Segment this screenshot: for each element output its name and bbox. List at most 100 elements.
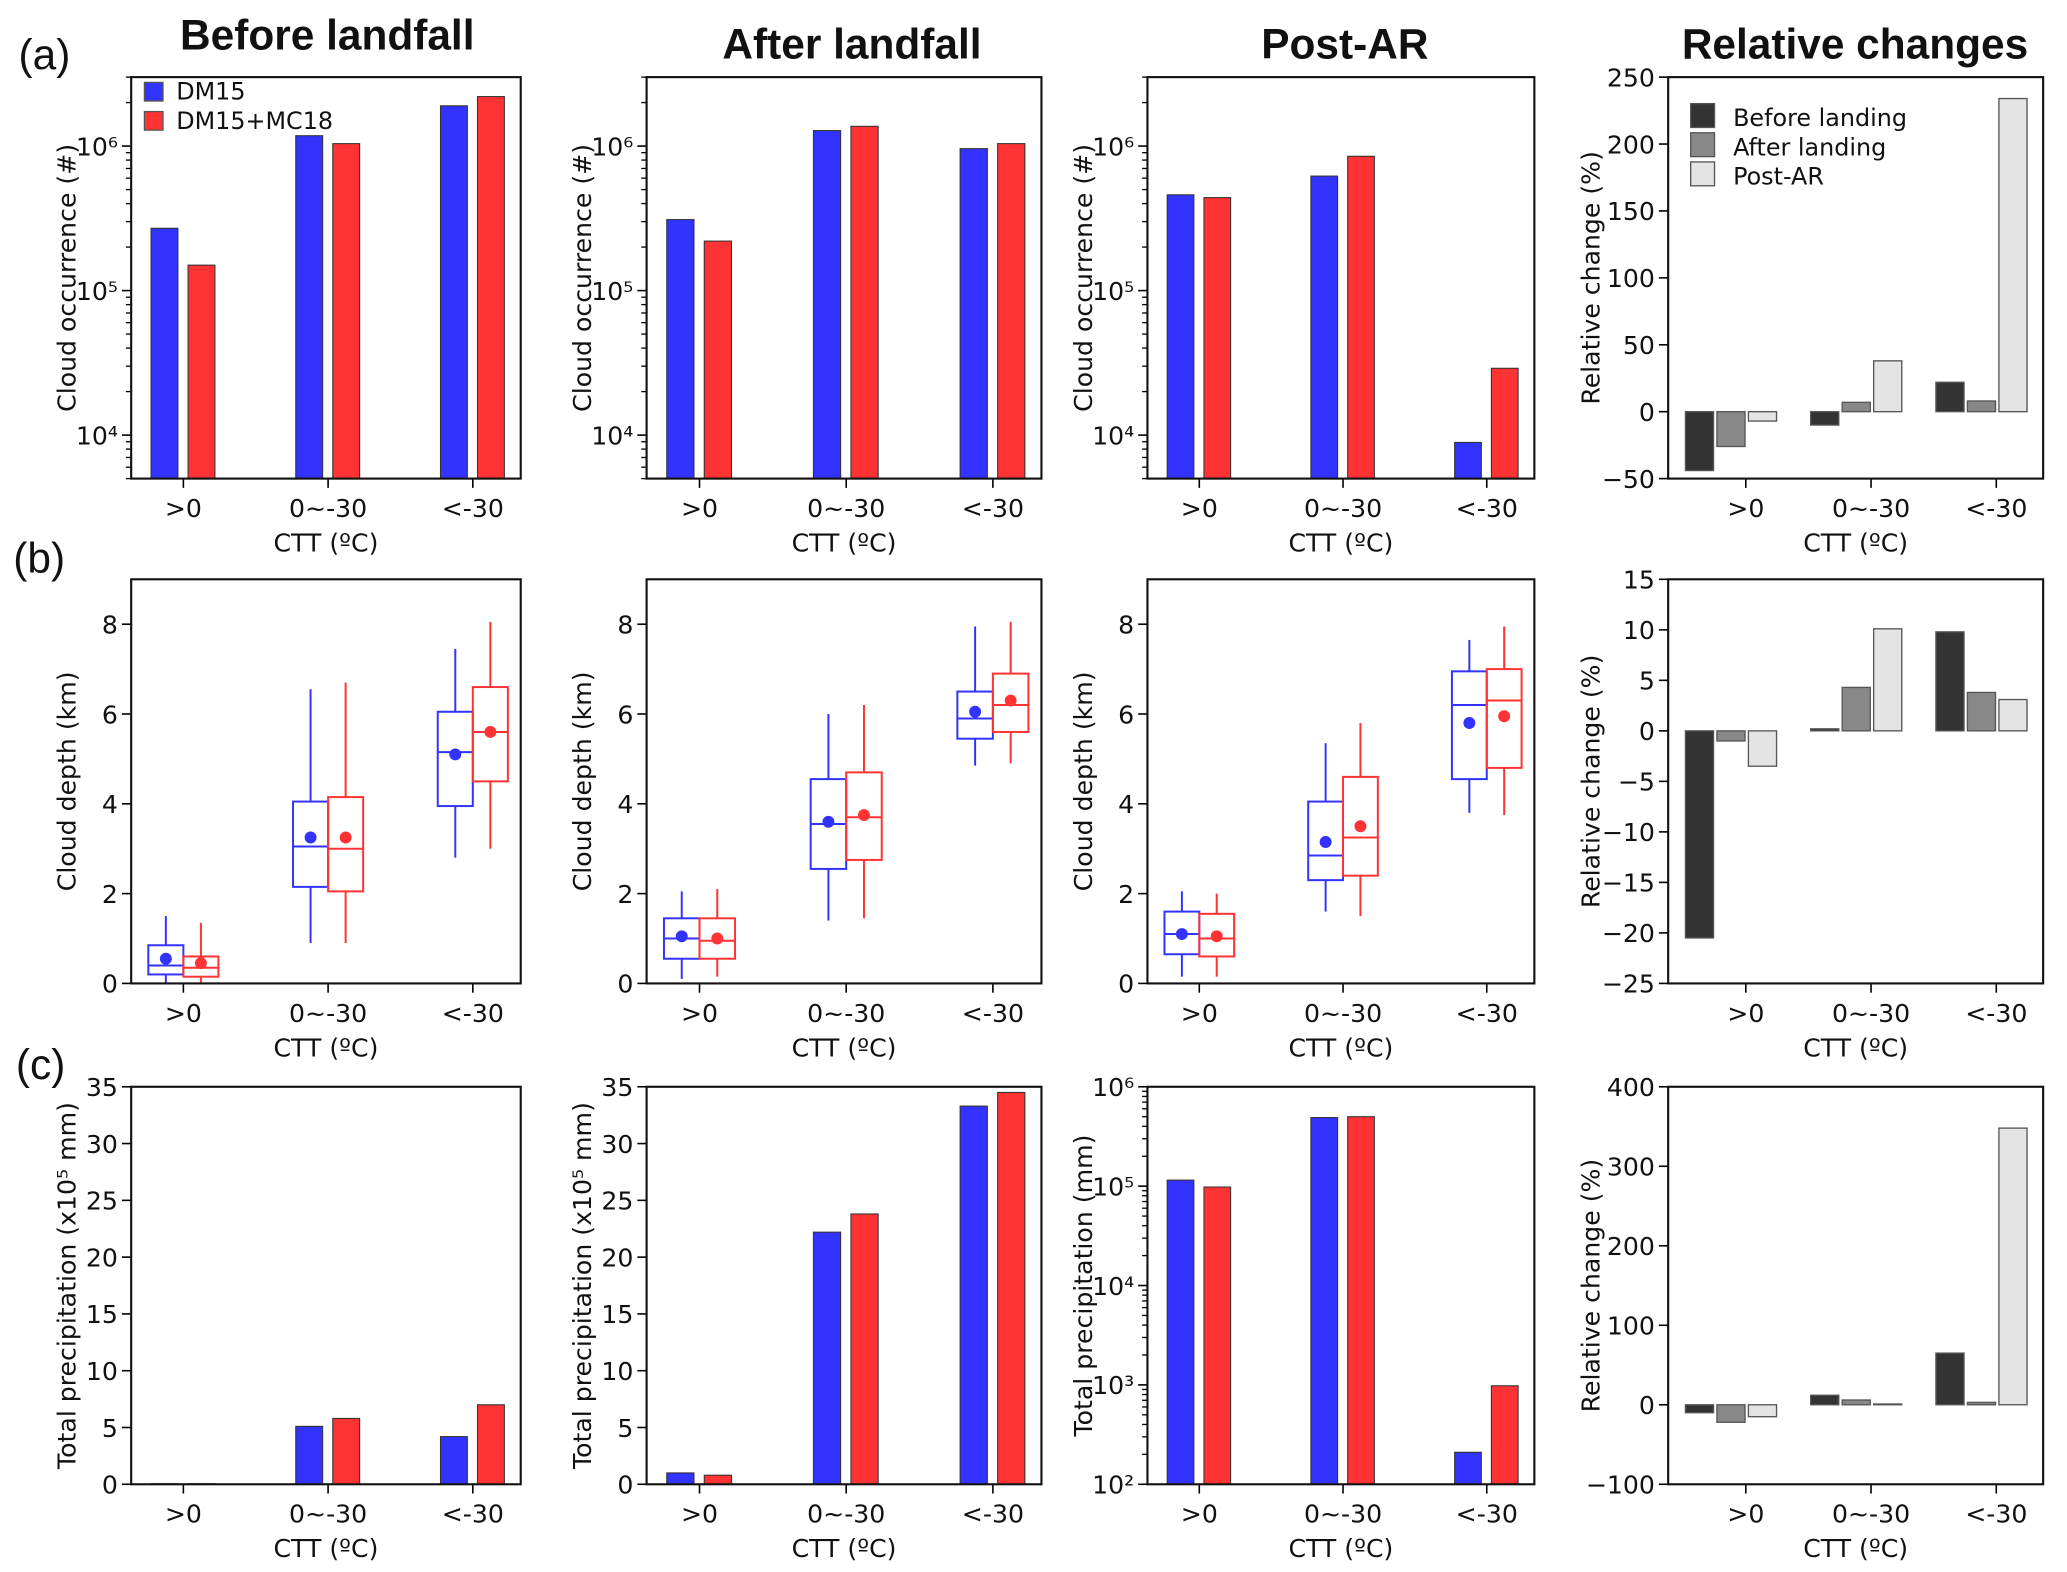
box-dm15 xyxy=(436,648,474,858)
iqr-box xyxy=(471,686,509,783)
axes-frame xyxy=(1146,578,1536,985)
iqr-box xyxy=(1485,668,1523,769)
bar-dm15 xyxy=(959,148,988,480)
y-tick-label: 10 xyxy=(601,1357,633,1386)
legend-entry: Before landing xyxy=(1733,104,1907,132)
y-axis-label: Cloud depth (km) xyxy=(53,671,82,891)
bar-after-landing xyxy=(1716,1404,1746,1423)
box-dm15 xyxy=(662,891,701,979)
mean-marker xyxy=(304,831,317,844)
x-tick-label: <-30 xyxy=(442,494,504,523)
y-tick-label: 0 xyxy=(1639,717,1655,746)
x-tick-label: 0~-30 xyxy=(1832,999,1910,1028)
bar-before-landing xyxy=(1810,1394,1840,1406)
bar-dm15 xyxy=(812,1231,842,1485)
axes-frame xyxy=(130,1085,522,1486)
bar-dm15-mc18 xyxy=(703,1474,733,1485)
bar-dm15-mc18 xyxy=(1490,1385,1519,1485)
y-axis-label: Cloud occurrence (#) xyxy=(53,144,82,412)
box-dm15 xyxy=(809,714,848,921)
iqr-box xyxy=(1198,912,1236,958)
x-tick-label: >0 xyxy=(165,999,202,1028)
y-tick-label: 20 xyxy=(601,1243,633,1272)
bar-dm15-mc18 xyxy=(332,143,361,480)
panel-label-b: (b) xyxy=(13,535,65,582)
y-tick-label: 30 xyxy=(601,1130,633,1159)
y-tick-label: 0 xyxy=(617,970,633,999)
bar-dm15 xyxy=(150,227,179,480)
column-title-before-landfall: Before landfall xyxy=(180,11,474,58)
panel-a2: 10⁴ 10⁵ 10⁶ >0 0~-30 <-30 CTT (ºC) Cloud occurr… xyxy=(568,76,1043,557)
bar-dm15-mc18 xyxy=(1490,367,1519,480)
box-dm15 xyxy=(1307,743,1345,912)
legend-swatch xyxy=(1690,102,1716,129)
x-axis-label: CTT (ºC) xyxy=(1288,1534,1393,1563)
mean-marker xyxy=(1004,694,1017,707)
mean-marker xyxy=(194,957,207,970)
y-axis-label: Relative change (%) xyxy=(1576,1159,1605,1413)
x-tick-label: >0 xyxy=(165,494,202,523)
x-axis-label: CTT (ºC) xyxy=(792,528,897,557)
bar-post-ar xyxy=(1872,628,1903,732)
iqr-box xyxy=(327,796,365,893)
y-tick-label: −10 xyxy=(1602,818,1655,847)
x-tick-label: >0 xyxy=(681,1500,718,1529)
box-dm15-mc18 xyxy=(845,705,883,919)
y-tick-label: 15 xyxy=(1623,566,1655,595)
y-tick-label: −100 xyxy=(1586,1471,1655,1500)
legend-swatch xyxy=(143,110,164,131)
y-tick-label: 0 xyxy=(617,1471,633,1500)
bar-dm15-mc18 xyxy=(1203,197,1232,480)
iqr-box xyxy=(1342,775,1379,877)
x-tick-label: <-30 xyxy=(1456,1500,1518,1529)
y-axis-label: Cloud depth (km) xyxy=(568,671,597,891)
x-axis-label: CTT (ºC) xyxy=(1803,528,1908,557)
bar-dm15 xyxy=(1166,1179,1195,1485)
y-tick-label: 10⁵ xyxy=(591,277,633,306)
legend-swatch xyxy=(1690,161,1716,187)
axes-frame xyxy=(130,578,522,985)
axes-frame xyxy=(1667,1085,2045,1486)
mean-marker xyxy=(1498,710,1511,723)
box-dm15-mc18 xyxy=(1198,893,1236,977)
bar-dm15-mc18 xyxy=(1347,1116,1375,1485)
y-tick-label: 10² xyxy=(1092,1471,1134,1500)
bar-post-ar xyxy=(1872,360,1903,413)
bar-dm15-mc18 xyxy=(703,240,733,480)
bar-dm15 xyxy=(1454,1451,1482,1485)
bar-dm15 xyxy=(1310,1117,1339,1485)
y-axis-label: Cloud occurrence (#) xyxy=(568,144,597,412)
bar-dm15 xyxy=(812,130,842,480)
bar-post-ar xyxy=(1998,698,2028,732)
axes-frame xyxy=(1667,578,2045,985)
mean-marker xyxy=(1210,930,1223,943)
panel-c4: −100 0 100 200 300 400 >0 0~-30 <-30 CTT (ºC) Rela… xyxy=(1576,1073,2045,1563)
y-tick-label: 10⁵ xyxy=(1092,277,1134,306)
x-tick-label: 0~-30 xyxy=(1304,494,1382,523)
y-tick-label: 30 xyxy=(86,1130,118,1159)
x-tick-label: 0~-30 xyxy=(807,1500,885,1529)
y-tick-label: 5 xyxy=(1639,667,1655,696)
y-tick-label: 10⁶ xyxy=(1092,1073,1134,1102)
mean-marker xyxy=(159,952,172,965)
y-tick-label: 0 xyxy=(1639,1391,1655,1420)
panel-c3: 10² 10³ 10⁴ 10⁵ 10⁶ >0 0~-30 <-30 CTT (ºC) Total … xyxy=(1069,1073,1536,1563)
iqr-box xyxy=(182,955,220,978)
column-title-relative-changes: Relative changes xyxy=(1682,21,2028,68)
iqr-box xyxy=(845,771,883,861)
y-tick-label: 400 xyxy=(1607,1073,1655,1102)
mean-marker xyxy=(969,705,982,718)
y-tick-label: 0 xyxy=(102,1471,118,1500)
box-dm15-mc18 xyxy=(1485,626,1523,816)
x-tick-label: 0~-30 xyxy=(289,999,367,1028)
bar-post-ar xyxy=(1747,730,1778,767)
axes-frame xyxy=(130,76,522,480)
iqr-box xyxy=(991,672,1030,733)
bar-before-landing xyxy=(1684,730,1715,939)
y-tick-label: 6 xyxy=(102,700,118,729)
box-dm15-mc18 xyxy=(182,922,220,984)
bar-dm15-mc18 xyxy=(1347,155,1375,480)
bar-dm15-mc18 xyxy=(476,1404,505,1485)
